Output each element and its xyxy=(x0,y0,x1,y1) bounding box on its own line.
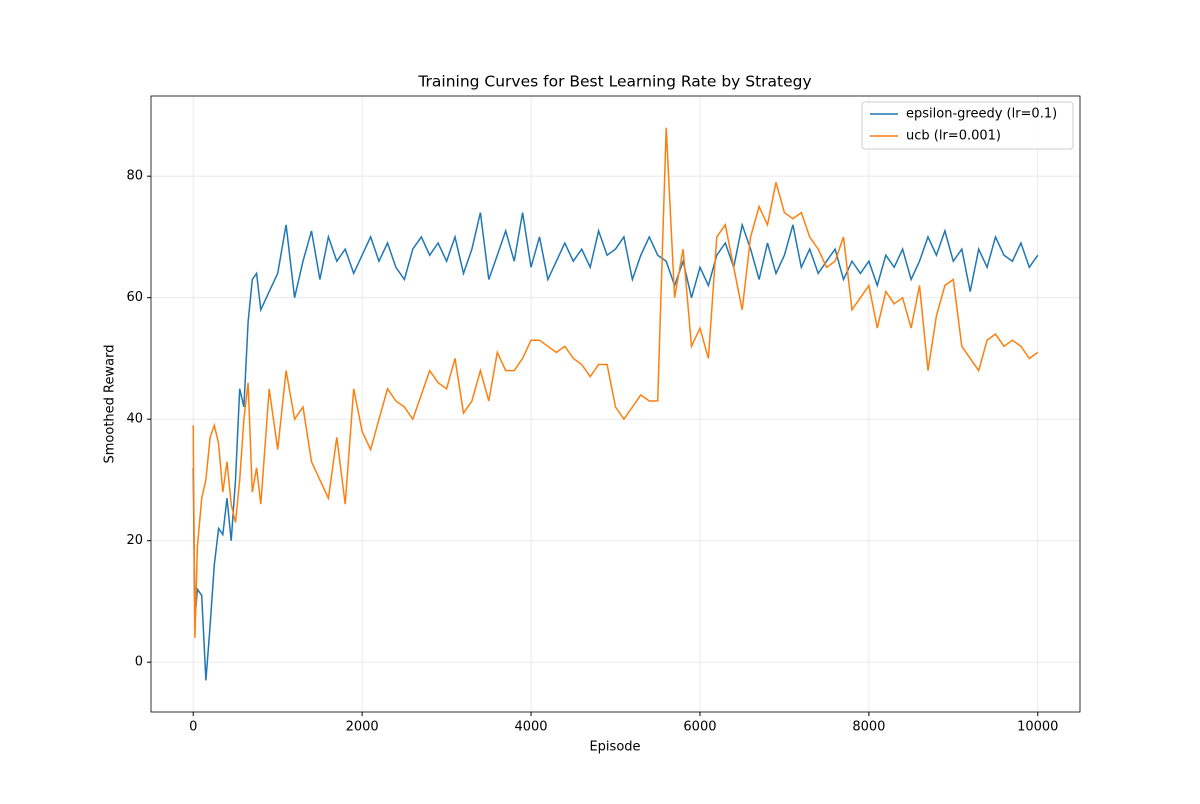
line-series xyxy=(192,212,1039,681)
chart-title: Training Curves for Best Learning Rate b… xyxy=(417,73,811,91)
legend-label: epsilon-greedy (lr=0.1) xyxy=(906,107,1057,122)
y-tick-label: 0 xyxy=(135,655,143,670)
line-series xyxy=(192,127,1039,638)
legend-box xyxy=(861,101,1074,150)
x-tick-label: 0 xyxy=(189,720,197,735)
y-tick-label: 20 xyxy=(126,533,143,548)
x-axis-label: Episode xyxy=(589,740,640,755)
x-tick-label: 10000 xyxy=(1017,720,1058,735)
x-tick-label: 2000 xyxy=(346,720,379,735)
plot-frame xyxy=(150,95,1081,713)
x-tick-label: 4000 xyxy=(514,720,547,735)
y-tick-label: 80 xyxy=(126,169,143,184)
y-axis-label: Smoothed Reward xyxy=(103,345,118,464)
x-tick-label: 8000 xyxy=(852,720,885,735)
y-tick-label: 40 xyxy=(126,412,143,427)
legend-label: ucb (lr=0.001) xyxy=(906,129,1001,144)
y-tick-label: 60 xyxy=(126,290,143,305)
x-tick-label: 6000 xyxy=(683,720,716,735)
